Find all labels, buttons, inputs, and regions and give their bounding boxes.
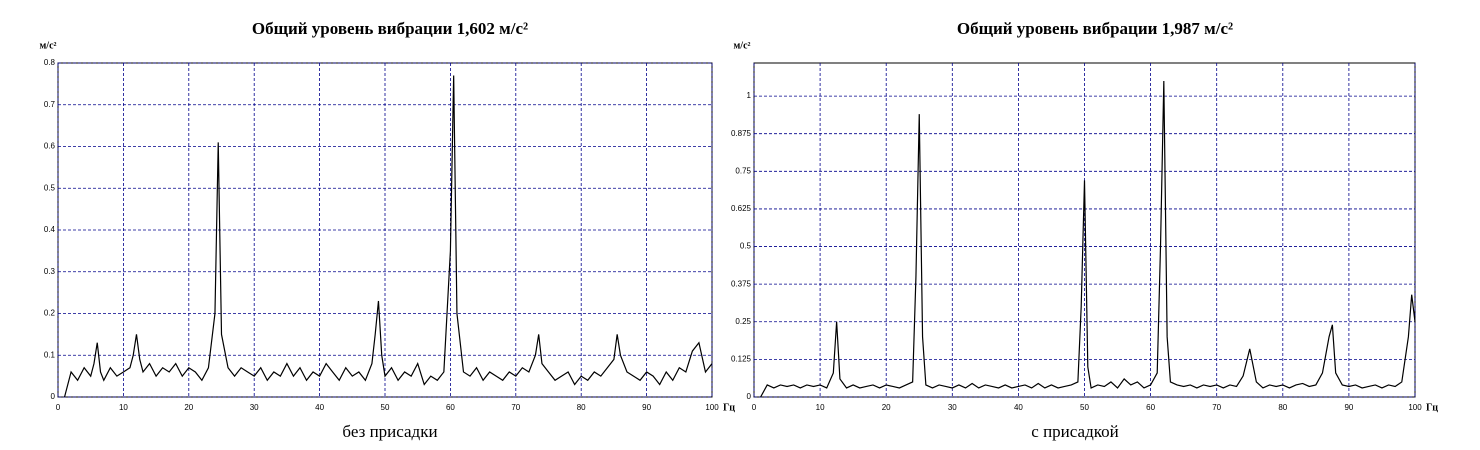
x-tick-label: 0 [752, 403, 757, 412]
x-tick-label: 20 [184, 403, 193, 412]
caption: без присадки [342, 422, 437, 441]
chart-title: Общий уровень вибрации 1,987 м/с² [957, 19, 1233, 38]
x-tick-label: 90 [1344, 403, 1353, 412]
y-tick-label: 0.375 [731, 279, 752, 288]
x-tick-label: 20 [882, 403, 891, 412]
y-tick-label: 0.1 [44, 350, 56, 359]
y-tick-label: 0.875 [731, 129, 752, 138]
spectrum-line [760, 81, 1416, 398]
y-tick-label: 0.125 [731, 354, 752, 363]
x-tick-label: 40 [315, 403, 324, 412]
x-tick-label: 100 [705, 403, 719, 412]
y-tick-label: 0.5 [44, 183, 56, 192]
x-tick-label: 100 [1408, 403, 1422, 412]
x-axis-label: Гц [1426, 402, 1438, 413]
x-tick-label: 70 [511, 403, 520, 412]
y-axis-label: м/с² [733, 40, 750, 51]
x-tick-label: 50 [1080, 403, 1089, 412]
y-tick-label: 0.625 [731, 204, 752, 213]
x-tick-label: 60 [1146, 403, 1155, 412]
x-tick-label: 0 [56, 403, 61, 412]
y-tick-label: 0.2 [44, 309, 56, 318]
x-tick-label: 30 [250, 403, 259, 412]
y-tick-label: 0.5 [740, 242, 752, 251]
x-tick-label: 10 [816, 403, 825, 412]
x-tick-label: 80 [577, 403, 586, 412]
y-tick-label: 0 [747, 392, 752, 401]
y-tick-label: 0.8 [44, 58, 56, 67]
caption: с присадкой [1031, 422, 1118, 441]
x-axis-label: Гц [723, 402, 735, 413]
x-tick-label: 10 [119, 403, 128, 412]
y-tick-label: 0.4 [44, 225, 56, 234]
y-tick-label: 0.3 [44, 267, 56, 276]
y-tick-label: 0.6 [44, 142, 56, 151]
y-tick-label: 0 [51, 392, 56, 401]
x-tick-label: 30 [948, 403, 957, 412]
x-tick-label: 60 [446, 403, 455, 412]
x-tick-label: 90 [642, 403, 651, 412]
x-tick-label: 70 [1212, 403, 1221, 412]
y-tick-label: 0.7 [44, 100, 56, 109]
x-tick-label: 40 [1014, 403, 1023, 412]
chart-title: Общий уровень вибрации 1,602 м/с² [252, 19, 528, 38]
y-tick-label: 0.25 [735, 317, 751, 326]
x-tick-label: 50 [381, 403, 390, 412]
y-tick-label: 0.75 [735, 166, 751, 175]
spectrum-line [63, 75, 713, 398]
x-tick-label: 80 [1278, 403, 1287, 412]
y-tick-label: 1 [747, 91, 752, 100]
y-axis-label: м/с² [39, 40, 56, 51]
